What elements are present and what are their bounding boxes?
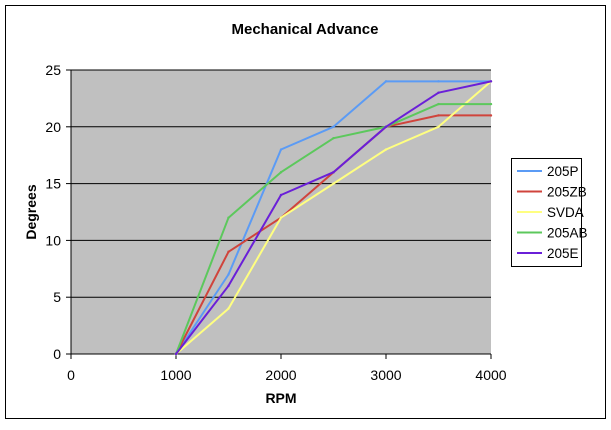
data-point-SVDA [227, 307, 230, 310]
data-point-205E [279, 193, 283, 197]
data-point-205ZB [437, 114, 440, 117]
data-point-205AB [279, 171, 283, 174]
y-tick-label: 20 [45, 119, 61, 135]
legend-label: 205AB [547, 226, 588, 241]
x-tick-label: 4000 [475, 367, 506, 383]
legend-label: SVDA [547, 205, 584, 220]
legend-label: 205ZB [547, 185, 587, 200]
data-point-205ZB [227, 250, 230, 253]
data-point-205AB [437, 102, 440, 106]
data-point-205E [227, 284, 230, 288]
y-tick-label: 5 [53, 289, 61, 305]
gridlines [71, 69, 491, 298]
data-point-205E [384, 125, 388, 128]
plot-area [71, 70, 491, 354]
data-point-SVDA [279, 216, 283, 219]
data-point-205AB [332, 136, 335, 140]
legend: 205P 205ZB SVDA 205AB 205E [511, 158, 588, 267]
legend-label: 205P [547, 164, 579, 179]
data-point-SVDA [437, 125, 440, 128]
data-point-205AB [227, 216, 230, 219]
y-tick-label: 25 [45, 62, 61, 78]
data-point-205E [174, 352, 178, 356]
data-point-205AB [489, 102, 493, 106]
data-point-205P [384, 80, 388, 83]
data-point-205P [279, 148, 283, 151]
x-tick-label: 0 [67, 367, 75, 383]
x-axis-label: RPM [265, 390, 296, 406]
data-point-205ZB [489, 114, 493, 117]
y-tick-label: 0 [53, 346, 61, 362]
legend-label: 205E [547, 246, 579, 261]
x-tick-label: 3000 [370, 367, 401, 383]
data-series [174, 80, 493, 356]
data-point-205P [332, 125, 335, 128]
y-tick-label: 15 [45, 176, 61, 192]
data-point-205E [332, 171, 335, 174]
y-tick-label: 10 [45, 232, 61, 248]
chart-title: Mechanical Advance [231, 21, 378, 38]
data-point-SVDA [332, 182, 335, 185]
x-tick-label: 2000 [265, 367, 296, 383]
x-tick-label: 1000 [160, 367, 191, 383]
data-point-205E [489, 80, 493, 83]
data-point-205E [437, 91, 440, 94]
tick-labels: 0 5 10 15 20 25 0 1000 2000 3000 4000 [45, 62, 506, 383]
y-axis-label: Degrees [23, 184, 39, 239]
data-point-SVDA [384, 148, 388, 151]
data-point-205P [437, 80, 440, 83]
data-point-205P [227, 273, 230, 276]
